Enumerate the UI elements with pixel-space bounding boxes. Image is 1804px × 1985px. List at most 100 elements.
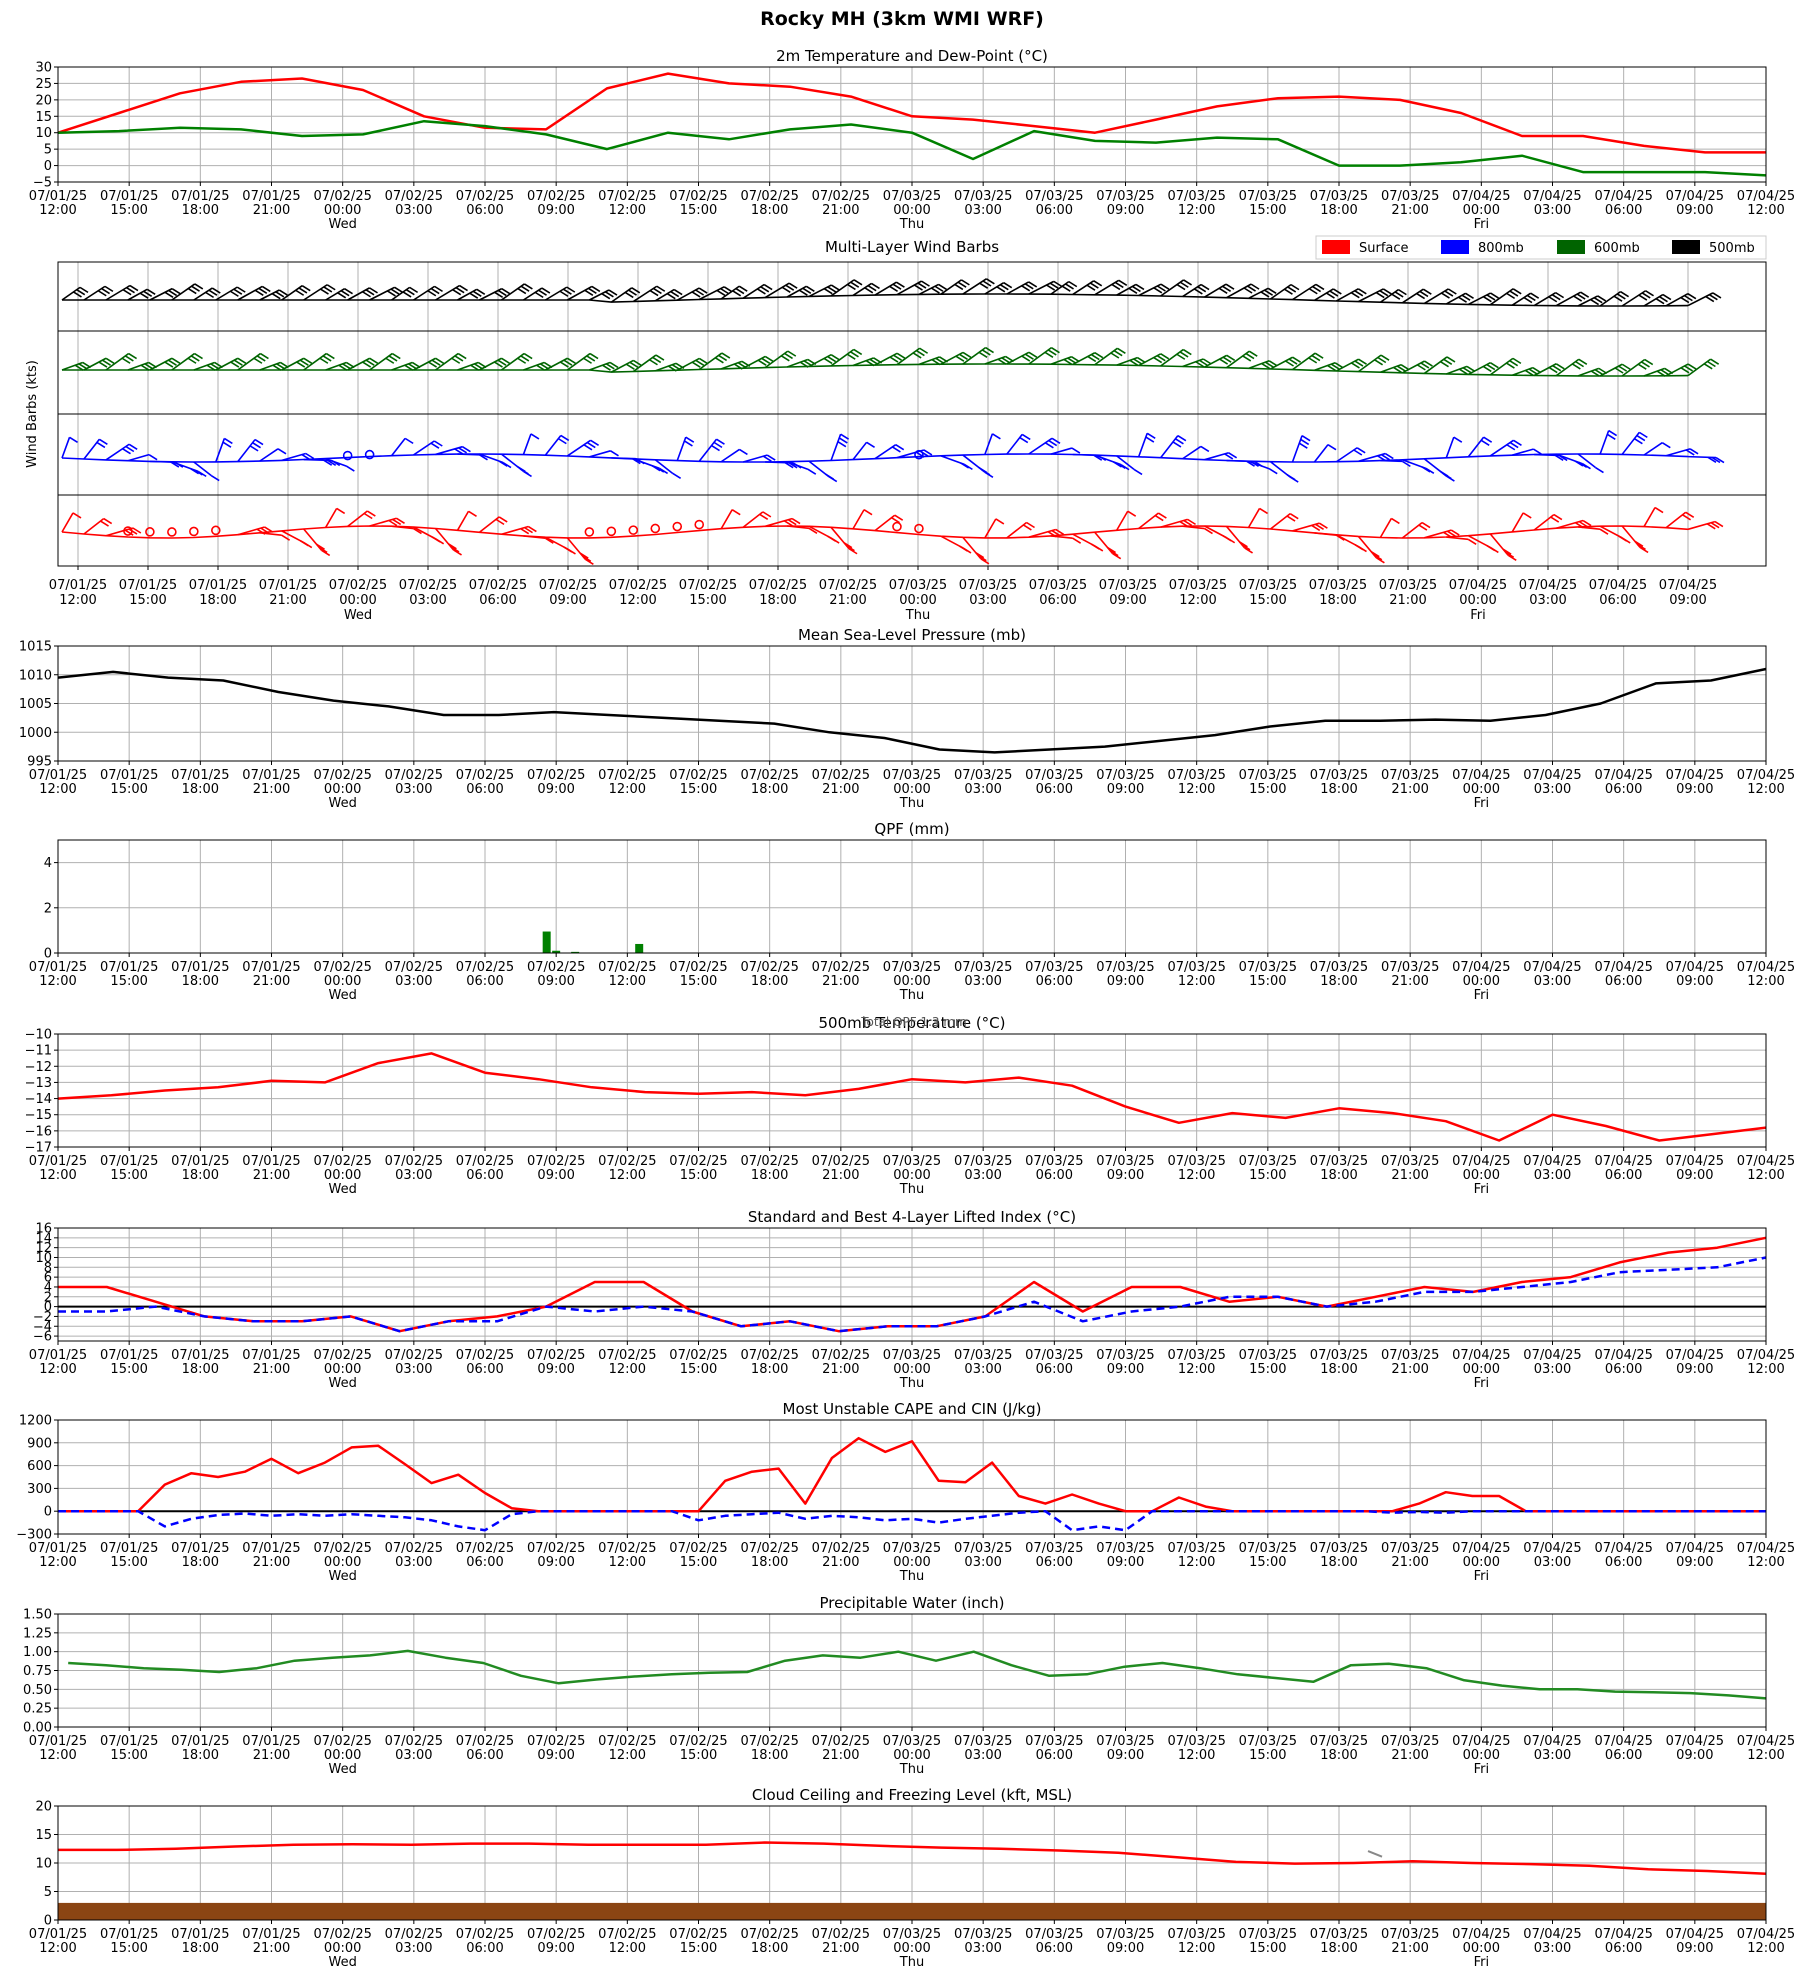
x-tick-label: 07/01/25 (100, 960, 158, 975)
wind-barb-flag (1176, 353, 1186, 360)
wind-barb-flag (146, 288, 156, 296)
wind-barb-flag (298, 287, 308, 294)
x-tick-label: 07/03/25 (883, 1541, 941, 1556)
wind-barb-flag (366, 510, 376, 517)
wind-barb-flag (469, 292, 479, 299)
wind-barb-flag (1618, 535, 1628, 542)
wind-barb-flag (756, 288, 766, 295)
wind-barb-flag (369, 357, 379, 364)
wind-barb-flag (807, 468, 817, 475)
wind-barb-staff (1028, 346, 1052, 365)
wind-barb-flag (1528, 368, 1538, 375)
wind-barb-flag (121, 357, 131, 364)
wind-barb-flag (823, 357, 833, 365)
wind-barb-flag (891, 517, 900, 524)
wind-barb-flag (587, 287, 597, 295)
wind-barb-flag (534, 291, 544, 299)
y-tick-label: −6 (33, 1330, 52, 1345)
calm-wind-circle (342, 450, 353, 461)
x-tick-label: 07/03/25 (1025, 1541, 1083, 1556)
wind-barb-flag (96, 441, 106, 449)
wind-barb-flag (560, 434, 570, 442)
x-tick-label: 07/02/25 (456, 1541, 514, 1556)
x-tick-label: 07/03/25 (1381, 1154, 1439, 1169)
wind-barb-staff (1577, 453, 1596, 469)
x-tick-label: 07/02/25 (539, 578, 597, 593)
wind-barb-flag (1028, 281, 1038, 288)
wind-barb-flag (405, 288, 415, 296)
wind-barb-flag (895, 444, 905, 451)
wind-barb-flag (995, 518, 1005, 525)
wind-barb-flag (1153, 356, 1163, 364)
wind-barb-flag (523, 352, 533, 360)
wind-barb-staff (1204, 452, 1229, 461)
wind-barb-flag (495, 518, 505, 526)
wind-barb-flag (388, 355, 398, 362)
x-day-label: Wed (328, 988, 356, 1003)
x-day-label: Thu (899, 988, 924, 1003)
x-tick-label: 07/04/25 (1452, 960, 1510, 975)
wind-barb-flag (563, 546, 573, 553)
x-tick-label: 07/04/25 (1666, 768, 1724, 783)
x-tick-label: 07/02/25 (527, 189, 585, 204)
wind-barb-flag (735, 287, 745, 295)
y-tick-label: 995 (27, 755, 52, 770)
x-tick-label: 18:00 (1320, 1168, 1357, 1183)
x-tick-label: 07/01/25 (29, 1348, 87, 1363)
wind-barb-flag (1593, 297, 1603, 304)
x-tick-label: 12:00 (1178, 1362, 1215, 1377)
wind-barb-flag (1394, 291, 1404, 298)
wind-barb-flag (256, 355, 266, 362)
y-tick-label: 5 (44, 1885, 52, 1900)
x-tick-label: 07/04/25 (1594, 960, 1652, 975)
x-tick-label: 07/03/25 (1310, 768, 1368, 783)
wind-barb-flag (583, 444, 593, 451)
x-tick-label: 15:00 (680, 1941, 717, 1956)
y-tick-label: 12 (35, 1241, 52, 1256)
wind-barb-flag (1513, 439, 1522, 446)
x-tick-label: 07/03/25 (1096, 189, 1154, 204)
wind-barb-flag (524, 526, 533, 534)
x-tick-label: 07/04/25 (1452, 1734, 1510, 1749)
wind-barb-flag (391, 352, 401, 360)
wind-barb-flag (1176, 283, 1186, 291)
wind-barb-staff (1094, 347, 1118, 366)
x-tick-label: 03:00 (964, 1555, 1001, 1570)
wind-barb-flag (981, 349, 991, 356)
wind-barb-flag (1156, 285, 1166, 292)
wind-barb-flag (1614, 367, 1624, 374)
wind-barb-flag (1654, 506, 1664, 514)
wind-barb-flag (1114, 281, 1124, 289)
wind-barb-staff (1401, 360, 1425, 374)
wind-barb-staff (435, 284, 460, 301)
wind-barb-flag (629, 361, 639, 368)
wind-barb-flag (1157, 512, 1167, 519)
wind-barb-flag (780, 355, 790, 362)
x-tick-label: 07/03/25 (1310, 1541, 1368, 1556)
panel-wind: Multi-Layer Wind Barbs07/01/2512:0007/01… (25, 235, 1767, 623)
wind-barb-staff (1138, 353, 1162, 367)
x-tick-label: 07/03/25 (1239, 1927, 1297, 1942)
x-tick-label: 15:00 (110, 974, 147, 989)
wind-barb-flag (684, 440, 693, 447)
x-tick-label: 06:00 (479, 593, 516, 608)
x-tick-label: 18:00 (751, 1168, 788, 1183)
x-tick-label: 03:00 (964, 203, 1001, 218)
x-tick-label: 06:00 (1036, 1748, 1073, 1763)
wind-barb-staff (566, 285, 593, 301)
wind-barb-staff (1665, 292, 1689, 307)
wind-barb-flag (1116, 347, 1126, 354)
wind-barb-flag (1311, 354, 1321, 362)
x-tick-label: 12:00 (609, 1941, 646, 1956)
wind-barb-flag (1636, 434, 1646, 442)
wind-barb-flag (1370, 551, 1380, 558)
wind-barb-flag (1618, 365, 1628, 372)
wind-barb-staff (1665, 363, 1689, 377)
wind-barb-flag (1267, 287, 1277, 295)
x-tick-label: 21:00 (1391, 1555, 1428, 1570)
wind-barb-flag (320, 288, 329, 295)
wind-barb-flag (1425, 467, 1435, 474)
x-tick-label: 15:00 (110, 1168, 147, 1183)
x-tick-label: 07/03/25 (883, 960, 941, 975)
wind-barb-flag (1634, 540, 1644, 548)
